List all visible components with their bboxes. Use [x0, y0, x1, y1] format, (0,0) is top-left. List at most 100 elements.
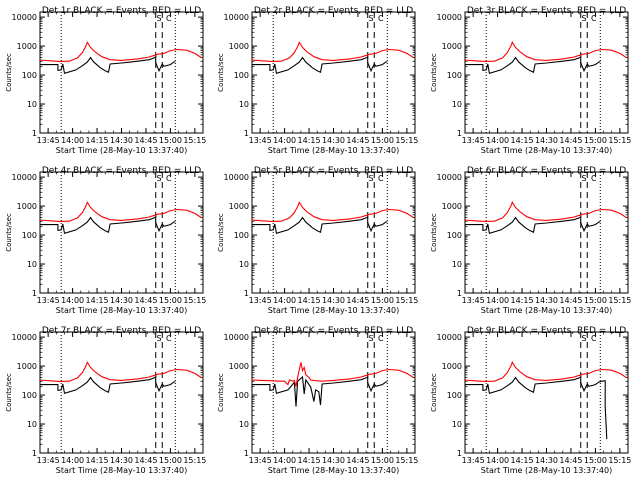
x-tick-label: 14:15	[511, 296, 534, 305]
y-tick-label: 1	[457, 289, 462, 298]
lld-series-line	[39, 41, 202, 62]
x-tick-label: 14:45	[559, 136, 582, 145]
y-axis-label: Counts/sec	[5, 373, 13, 412]
x-tick-label: 14:00	[486, 136, 509, 145]
y-tick-label: 10000	[437, 173, 462, 182]
event-marker-label: C	[378, 14, 384, 23]
x-tick-label: 14:15	[86, 296, 109, 305]
chart-panel: Det 7r BLACK = Events, RED = LLD Counts/s…	[5, 326, 206, 475]
events-series-line	[40, 216, 176, 235]
x-tick-label: 13:45	[462, 136, 485, 145]
x-axis-label: Start Time (28-May-10 13:37:40)	[268, 306, 399, 315]
x-tick-label: 14:45	[346, 296, 369, 305]
x-tick-label: 13:45	[37, 136, 60, 145]
x-tick-label: 14:15	[298, 456, 321, 465]
x-tick-label: 14:45	[134, 296, 157, 305]
lld-series-line	[251, 201, 414, 222]
x-tick-label: 14:00	[486, 296, 509, 305]
x-axis-label: Start Time (28-May-10 13:37:40)	[268, 466, 399, 475]
chart-panel: Det 4r BLACK = Events, RED = LLD Counts/s…	[5, 166, 206, 315]
y-axis-label: Counts/sec	[430, 213, 438, 252]
x-tick-label: 14:15	[298, 136, 321, 145]
y-tick-label: 10000	[224, 13, 249, 22]
x-tick-label: 15:00	[371, 296, 394, 305]
x-tick-label: 14:15	[511, 456, 534, 465]
y-tick-label: 1000	[229, 202, 249, 211]
x-tick-label: 14:15	[86, 136, 109, 145]
events-series-line	[40, 376, 176, 395]
x-tick-label: 15:00	[159, 296, 182, 305]
y-tick-label: 1000	[229, 42, 249, 51]
chart-title: Det 9r BLACK = Events, RED = LLD	[467, 326, 626, 336]
y-tick-label: 10000	[12, 333, 37, 342]
y-tick-label: 1000	[442, 362, 462, 371]
lld-series-line	[39, 361, 202, 382]
x-tick-label: 15:00	[584, 456, 607, 465]
chart-title: Det 5r BLACK = Events, RED = LLD	[254, 166, 413, 176]
x-tick-label: 14:45	[559, 456, 582, 465]
x-axis-label: Start Time (28-May-10 13:37:40)	[481, 306, 612, 315]
event-marker-label: S	[156, 174, 161, 183]
x-axis-label: Start Time (28-May-10 13:37:40)	[56, 306, 187, 315]
chart-title: Det 7r BLACK = Events, RED = LLD	[42, 326, 201, 336]
x-tick-label: 14:45	[346, 456, 369, 465]
y-axis-label: Counts/sec	[430, 53, 438, 92]
y-tick-label: 10	[239, 260, 249, 269]
y-tick-label: 100	[447, 391, 462, 400]
event-marker-label: C	[166, 334, 172, 343]
event-marker-label: C	[378, 334, 384, 343]
event-marker-label: C	[591, 334, 597, 343]
x-tick-label: 15:15	[608, 136, 631, 145]
y-axis-label: Counts/sec	[430, 373, 438, 412]
events-series-line	[465, 216, 601, 235]
y-tick-label: 100	[22, 231, 37, 240]
x-tick-label: 13:45	[249, 136, 272, 145]
y-tick-label: 100	[234, 391, 249, 400]
y-tick-label: 100	[234, 231, 249, 240]
events-series-line	[40, 56, 176, 75]
y-axis-label: Counts/sec	[217, 373, 225, 412]
y-tick-label: 10000	[224, 173, 249, 182]
chart-panel: Det 1r BLACK = Events, RED = LLD Counts/s…	[5, 6, 206, 155]
chart-title: Det 3r BLACK = Events, RED = LLD	[467, 6, 626, 16]
x-tick-label: 15:15	[183, 136, 206, 145]
events-series-line	[465, 56, 601, 75]
x-tick-label: 14:00	[61, 136, 84, 145]
y-tick-label: 1000	[17, 202, 37, 211]
event-marker-label: C	[378, 174, 384, 183]
y-tick-label: 10	[452, 260, 462, 269]
chart-panel: Det 3r BLACK = Events, RED = LLD Counts/s…	[430, 6, 631, 155]
chart-title: Det 4r BLACK = Events, RED = LLD	[42, 166, 201, 176]
x-tick-label: 14:30	[535, 136, 558, 145]
chart-title: Det 8r BLACK = Events, RED = LLD	[254, 326, 413, 336]
chart-panel: Det 8r BLACK = Events, RED = LLD Counts/s…	[217, 326, 418, 475]
x-tick-label: 14:30	[535, 456, 558, 465]
y-tick-label: 10	[452, 420, 462, 429]
y-axis-label: Counts/sec	[217, 213, 225, 252]
event-marker-label: C	[591, 14, 597, 23]
events-series-line	[252, 56, 388, 75]
x-tick-label: 14:45	[346, 136, 369, 145]
x-tick-label: 14:45	[559, 296, 582, 305]
x-axis-label: Start Time (28-May-10 13:37:40)	[56, 466, 187, 475]
chart-panel: Det 9r BLACK = Events, RED = LLD Counts/s…	[430, 326, 631, 475]
y-axis-label: Counts/sec	[5, 213, 13, 252]
y-tick-label: 1	[244, 129, 249, 138]
y-tick-label: 100	[447, 71, 462, 80]
y-tick-label: 10	[239, 100, 249, 109]
x-tick-label: 13:45	[249, 296, 272, 305]
x-tick-label: 14:00	[273, 456, 296, 465]
event-marker-label: C	[591, 174, 597, 183]
chart-panel: Det 2r BLACK = Events, RED = LLD Counts/s…	[217, 6, 418, 155]
y-tick-label: 10	[452, 100, 462, 109]
x-tick-label: 13:45	[462, 296, 485, 305]
event-marker-label: C	[166, 174, 172, 183]
x-tick-label: 14:30	[110, 456, 133, 465]
chart-title: Det 2r BLACK = Events, RED = LLD	[254, 6, 413, 16]
x-tick-label: 14:30	[322, 456, 345, 465]
y-tick-label: 1	[244, 449, 249, 458]
x-tick-label: 13:45	[249, 456, 272, 465]
event-marker-label: S	[368, 174, 373, 183]
y-tick-label: 10000	[437, 13, 462, 22]
y-tick-label: 100	[234, 71, 249, 80]
